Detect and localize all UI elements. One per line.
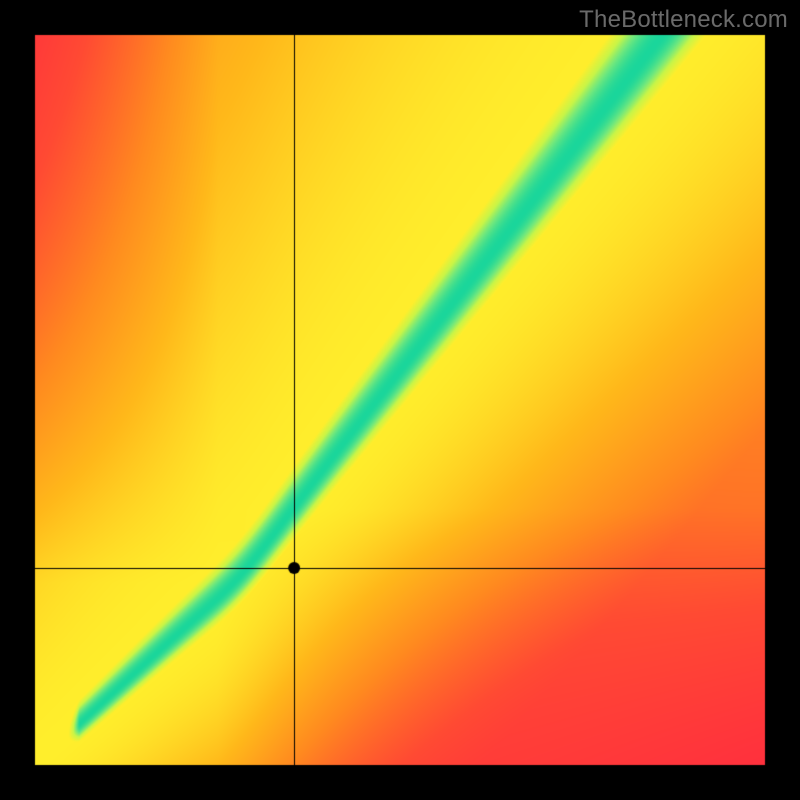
bottleneck-heatmap-canvas (0, 0, 800, 800)
watermark-text: TheBottleneck.com (579, 6, 788, 34)
chart-frame: TheBottleneck.com (0, 0, 800, 800)
